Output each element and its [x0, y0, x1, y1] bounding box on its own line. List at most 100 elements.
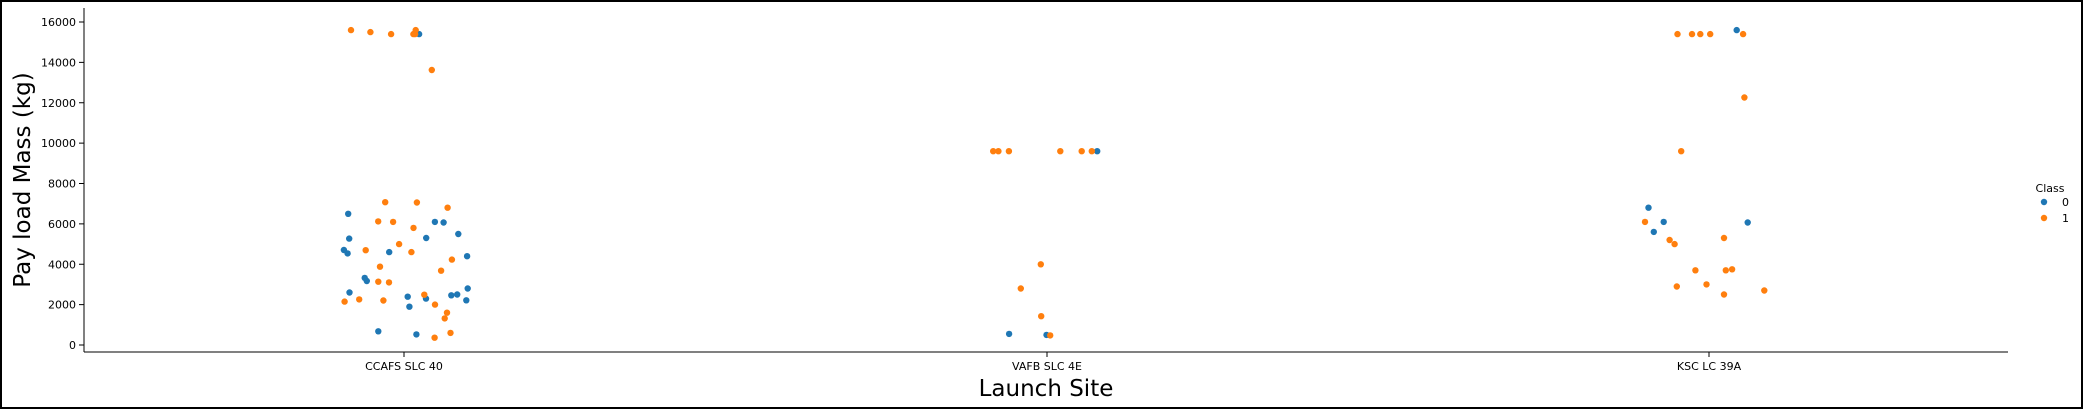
x-tick-label: KSC LC 39A	[1677, 360, 1742, 373]
data-point-class-0	[455, 230, 462, 238]
y-tick-label: 12000	[41, 97, 76, 110]
data-point-class-1	[1741, 94, 1748, 101]
data-point-class-0	[346, 235, 353, 242]
data-point-class-1	[385, 279, 393, 286]
data-point-class-1	[431, 334, 438, 341]
data-point-class-1	[1037, 261, 1045, 268]
data-point-class-0	[431, 218, 439, 226]
y-tick-label: 16000	[41, 16, 76, 29]
data-point-class-0	[454, 291, 461, 298]
data-point-class-0	[448, 292, 455, 299]
data-point-class-1	[387, 30, 395, 38]
data-point-class-0	[1645, 204, 1652, 211]
y-tick-label: 4000	[48, 258, 76, 271]
data-point-class-1	[341, 298, 348, 305]
data-point-class-0	[1744, 219, 1751, 226]
data-point-class-1	[1047, 332, 1054, 339]
data-point-class-1	[356, 296, 363, 303]
legend-label-class-0: 0	[2062, 196, 2069, 209]
y-axis-title: Pay load Mass (kg)	[10, 72, 36, 287]
data-points	[340, 26, 1768, 341]
x-tick-label: VAFB SLC 4E	[1012, 360, 1082, 373]
data-point-class-1	[1005, 148, 1013, 155]
data-point-class-1	[1707, 30, 1714, 38]
y-tick-label: 0	[69, 339, 76, 352]
data-point-class-1	[990, 148, 997, 155]
data-point-class-1	[376, 263, 384, 270]
legend-marker-class-1	[2040, 214, 2048, 222]
data-point-class-0	[413, 331, 420, 338]
data-point-class-1	[995, 148, 1002, 155]
data-point-class-1	[1671, 240, 1678, 248]
data-point-class-0	[464, 285, 471, 292]
data-point-class-0	[404, 293, 411, 300]
data-point-class-0	[463, 297, 470, 304]
x-tick-label: CCAFS SLC 40	[365, 360, 443, 373]
data-point-class-0	[440, 219, 447, 226]
data-point-class-1	[441, 315, 448, 322]
data-point-class-1	[1728, 266, 1736, 273]
data-point-class-1	[382, 199, 389, 206]
data-point-class-1	[1666, 236, 1673, 244]
data-point-class-1	[1017, 285, 1024, 292]
data-point-class-0	[423, 234, 430, 242]
data-point-class-0	[1094, 148, 1101, 155]
data-point-class-1	[1703, 281, 1710, 288]
legend-label-class-1: 1	[2062, 212, 2069, 225]
data-point-class-1	[1678, 148, 1685, 155]
data-point-class-1	[1692, 267, 1699, 274]
data-point-class-0	[463, 253, 471, 260]
data-point-class-0	[346, 289, 353, 296]
data-point-class-1	[1739, 30, 1747, 38]
data-point-class-0	[1650, 228, 1658, 236]
data-point-class-1	[408, 248, 415, 256]
legend-title: Class	[2036, 182, 2065, 195]
data-point-class-1	[395, 240, 403, 248]
y-tick-label: 14000	[41, 56, 76, 69]
y-tick-label: 8000	[48, 178, 76, 191]
data-point-class-1	[1761, 287, 1768, 294]
data-point-class-1	[1038, 313, 1045, 320]
x-axis: CCAFS SLC 40 VAFB SLC 4E KSC LC 39A	[365, 352, 1742, 373]
data-point-class-0	[1660, 218, 1667, 226]
data-point-class-1	[375, 278, 382, 285]
data-point-class-1	[1078, 148, 1085, 155]
y-axis: 0 2000 4000 6000 8000 10000 12000 14000 16000	[41, 16, 84, 352]
data-point-class-1	[437, 267, 445, 274]
data-point-class-1	[410, 224, 417, 232]
y-tick-label: 6000	[48, 218, 76, 231]
y-tick-label: 10000	[41, 137, 76, 150]
data-point-class-0	[1005, 330, 1013, 338]
data-point-class-0	[375, 328, 382, 335]
data-point-class-1	[1088, 148, 1096, 155]
data-point-class-0	[340, 246, 348, 254]
data-point-class-1	[421, 291, 428, 298]
data-point-class-0	[345, 210, 352, 217]
data-point-class-1	[375, 218, 382, 225]
data-point-class-1	[1688, 30, 1696, 38]
data-point-class-0	[361, 274, 368, 282]
plot-area	[83, 8, 2008, 353]
data-point-class-1	[448, 256, 456, 263]
data-point-class-1	[412, 26, 419, 34]
data-point-class-1	[1673, 283, 1681, 290]
data-point-class-1	[380, 297, 387, 304]
y-tick-label: 2000	[48, 299, 76, 312]
data-point-class-1	[447, 329, 454, 337]
data-point-class-1	[367, 28, 374, 36]
data-point-class-1	[1641, 218, 1649, 226]
data-point-class-1	[347, 26, 355, 34]
data-point-class-1	[428, 66, 435, 74]
data-point-class-1	[431, 301, 439, 308]
data-point-class-1	[443, 309, 451, 316]
data-point-class-0	[406, 303, 413, 310]
legend: Class 0 1	[2036, 182, 2069, 225]
data-point-class-1	[1697, 30, 1704, 38]
data-point-class-1	[362, 247, 369, 254]
legend-marker-class-0	[2040, 198, 2048, 206]
x-axis-title: Launch Site	[979, 376, 1114, 402]
data-point-class-0	[386, 248, 393, 256]
data-point-class-1	[1674, 30, 1681, 38]
